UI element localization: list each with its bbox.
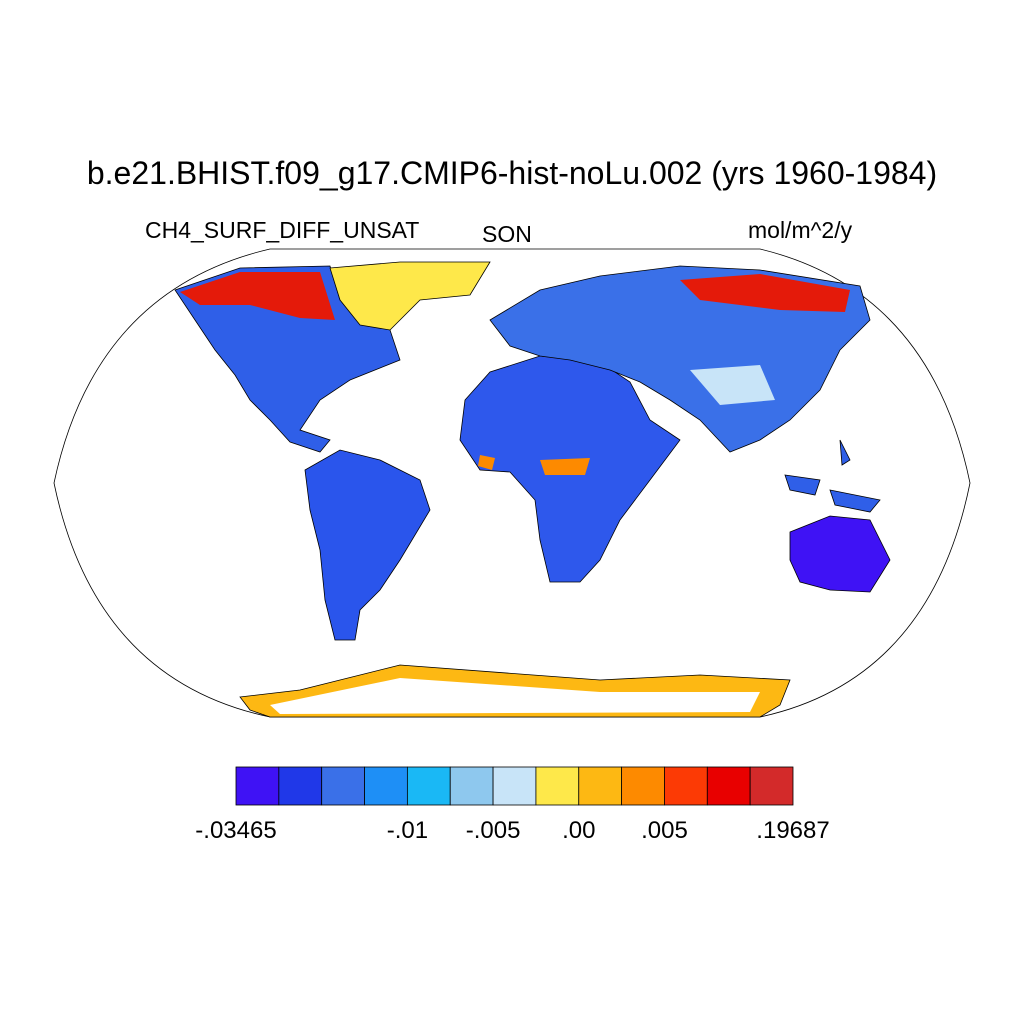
colorbar-label: -.03465 <box>195 817 276 844</box>
colorbar-box <box>706 766 751 806</box>
colorbar-box <box>449 766 494 806</box>
colorbar: -.03465 -.01 -.005 .00 .005 .19687 <box>195 766 830 844</box>
center-string: SON <box>482 221 532 247</box>
colorbar-label: .005 <box>641 817 688 844</box>
eurasia <box>489 265 871 453</box>
north-america-red <box>180 272 335 320</box>
title: b.e21.BHIST.f09_g17.CMIP6-hist-noLu.002 … <box>87 155 937 191</box>
colorbar-box <box>364 766 408 806</box>
colorbar-label: -.01 <box>387 817 428 844</box>
tibet-patch <box>690 365 775 405</box>
colorbar-box <box>406 766 451 806</box>
australia <box>789 515 891 593</box>
colorbar-box <box>535 766 580 806</box>
greenland <box>329 261 491 331</box>
siberia-red <box>680 274 850 312</box>
africa-patch <box>478 455 590 475</box>
colorbar-box <box>664 766 708 806</box>
antarctica-interior <box>270 678 760 714</box>
colorbar-label: .19687 <box>756 817 829 844</box>
colorbar-box <box>492 766 537 806</box>
left-string: CH4_SURF_DIFF_UNSAT <box>145 217 419 243</box>
colorbar-box <box>621 766 665 806</box>
colorbar-box <box>749 766 794 806</box>
colorbar-label: -.005 <box>466 817 521 844</box>
islands <box>784 439 881 513</box>
right-string: mol/m^2/y <box>748 217 853 243</box>
map <box>53 248 971 718</box>
colorbar-label: .00 <box>562 817 595 844</box>
colorbar-box <box>321 766 365 806</box>
colorbar-box <box>235 766 280 806</box>
south-america <box>304 449 431 641</box>
colorbar-box <box>578 766 623 806</box>
colorbar-box <box>278 766 323 806</box>
